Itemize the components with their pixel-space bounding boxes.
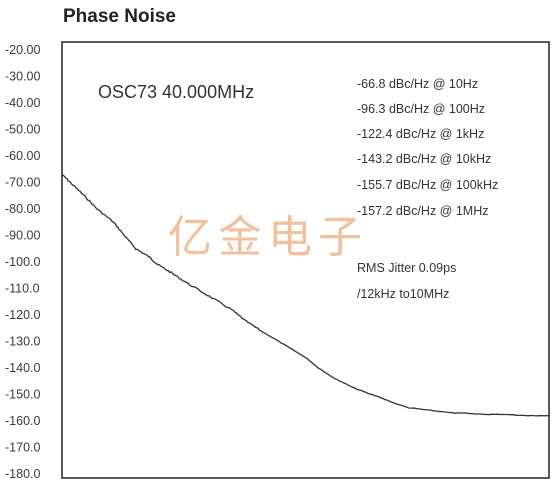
phase-noise-series-line: [61, 174, 550, 417]
y-tick-labels: -20.00 -30.00 -40.00 -50.00 -60.00 -70.00 -80.…: [5, 43, 40, 481]
annotation-text: -157.2 dBc/Hz @ 1MHz: [357, 204, 488, 218]
y-tick-label: -40.00: [5, 96, 40, 110]
annotation-text: -66.8 dBc/Hz @ 10Hz: [357, 77, 478, 91]
y-tick-label: -110.0: [5, 282, 40, 296]
chart-subtitle: OSC73 40.000MHz: [98, 82, 254, 102]
annotation-text: RMS Jitter 0.09ps: [357, 261, 456, 275]
y-tick-label: -140.0: [5, 361, 40, 375]
chart-title: Phase Noise: [63, 6, 176, 27]
plot-frame: [61, 41, 550, 479]
y-tick-label: -90.00: [5, 229, 40, 243]
y-tick-label: -100.0: [5, 255, 40, 269]
annotation-text: -143.2 dBc/Hz @ 10kHz: [357, 152, 491, 166]
annotations: -66.8 dBc/Hz @ 10Hz -96.3 dBc/Hz @ 100Hz -…: [357, 77, 498, 301]
y-tick-label: -50.00: [5, 123, 40, 137]
y-tick-label: -130.0: [5, 335, 40, 349]
y-tick-label: -120.0: [5, 308, 40, 322]
y-tick-label: -70.00: [5, 176, 40, 190]
annotation-text: -155.7 dBc/Hz @ 100kHz: [357, 178, 498, 192]
watermark: 亿金电子: [168, 212, 368, 263]
y-tick-label: -60.00: [5, 149, 40, 163]
annotation-text: -96.3 dBc/Hz @ 100Hz: [357, 102, 485, 116]
y-tick-label: -160.0: [5, 414, 40, 428]
y-tick-label: -20.00: [5, 43, 40, 57]
y-tick-label: -150.0: [5, 388, 40, 402]
y-tick-label: -180.0: [5, 467, 40, 481]
y-tick-label: -170.0: [5, 441, 40, 455]
annotation-text: /12kHz to10MHz: [357, 287, 449, 301]
y-tick-label: -80.00: [5, 202, 40, 216]
annotation-text: -122.4 dBc/Hz @ 1kHz: [357, 127, 484, 141]
y-tick-label: -30.00: [5, 70, 40, 84]
